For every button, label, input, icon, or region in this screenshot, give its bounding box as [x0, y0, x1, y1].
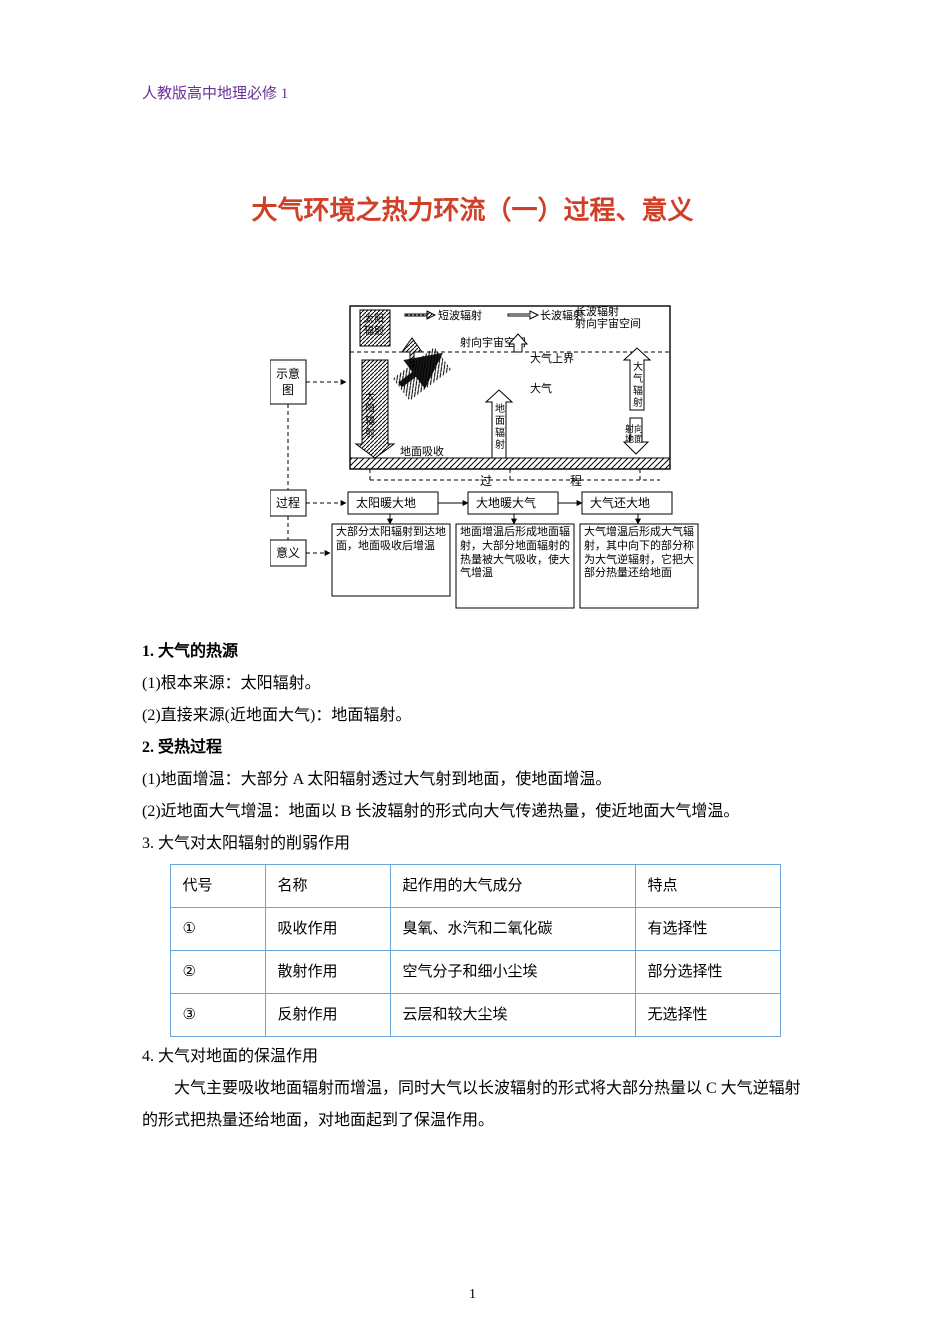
process-box-1: 太阳暖大地	[356, 495, 416, 510]
svg-text:地: 地	[495, 402, 505, 415]
page: 人教版高中地理必修 1 大气环境之热力环流（一）过程、意义	[0, 0, 945, 1337]
legend-longwave-b: 长波辐射	[575, 304, 619, 318]
cell: 云层和较大尘埃	[390, 994, 635, 1037]
label-ground-absorb: 地面吸收	[400, 444, 444, 458]
section-1-p2: (2)直接来源(近地面大气)：地面辐射。	[142, 700, 808, 732]
th-component: 起作用的大气成分	[390, 865, 635, 908]
table-row: ① 吸收作用 臭氧、水汽和二氧化碳 有选择性	[170, 908, 780, 951]
thermal-circulation-diagram: 短波辐射 长波辐射 长波辐射 射向宇宙空间 射向宇宙空间 大气上界 大气 太阳 …	[270, 300, 700, 610]
svg-text:气: 气	[633, 372, 643, 385]
ground-radiation-arrow: 地 面 辐 射	[486, 390, 512, 458]
section-4-p1: 大气主要吸收地面辐射而增温，同时大气以长波辐射的形式将大部分热量以 C 大气逆辐…	[142, 1073, 808, 1137]
th-feature: 特点	[635, 865, 780, 908]
process-lead: 过	[480, 474, 492, 488]
attenuation-table: 代号 名称 起作用的大气成分 特点 ① 吸收作用 臭氧、水汽和二氧化碳 有选择性…	[170, 864, 781, 1037]
meaning-box-3: 大气增温后形成大气辐射，其中向下的部分称为大气逆辐射，它把大部分热量还给地面	[584, 526, 696, 581]
atm-radiation-arrow: 大 气 辐 射 射向 地面	[624, 348, 650, 454]
cell: 有选择性	[635, 908, 780, 951]
section-2-p1: (1)地面增温：大部分 A 太阳辐射透过大气射到地面，使地面增温。	[142, 764, 808, 796]
cell: 臭氧、水汽和二氧化碳	[390, 908, 635, 951]
content-body: 1. 大气的热源 (1)根本来源：太阳辐射。 (2)直接来源(近地面大气)：地面…	[142, 636, 808, 1137]
svg-text:射: 射	[365, 427, 375, 439]
svg-text:太阳: 太阳	[364, 312, 384, 325]
svg-text:辐射: 辐射	[364, 324, 384, 337]
page-number: 1	[0, 1287, 945, 1303]
cell: 部分选择性	[635, 951, 780, 994]
legend-tospace: 射向宇宙空间	[575, 316, 641, 330]
svg-text:面: 面	[495, 416, 505, 427]
svg-text:射: 射	[495, 439, 505, 451]
label-atmosphere: 大气	[530, 381, 552, 395]
svg-text:辐: 辐	[495, 426, 505, 439]
sun-radiation-arrow: 太阳 辐射 太 阳 辐 射	[356, 310, 394, 458]
section-3-heading: 3. 大气对太阳辐射的削弱作用	[142, 828, 808, 860]
cell: 吸收作用	[265, 908, 390, 951]
cell: 反射作用	[265, 994, 390, 1037]
meaning-box-2: 地面增温后形成地面辐射，大部分地面辐射的热量被大气吸收，使大气增温	[460, 526, 572, 581]
svg-text:射向: 射向	[625, 423, 643, 434]
svg-text:射: 射	[633, 397, 643, 409]
side-label-meaning: 意义	[276, 545, 300, 560]
page-title: 大气环境之热力环流（一）过程、意义	[0, 190, 945, 227]
cell: 散射作用	[265, 951, 390, 994]
cell: ③	[170, 994, 265, 1037]
meaning-box-1: 大部分太阳辐射到达地面，地面吸收后增温	[336, 526, 448, 554]
svg-text:辐: 辐	[365, 414, 375, 427]
legend-shortwave: 短波辐射	[438, 308, 482, 322]
th-name: 名称	[265, 865, 390, 908]
label-atm-upper: 大气上界	[530, 351, 574, 365]
cell: ①	[170, 908, 265, 951]
svg-text:大: 大	[633, 360, 643, 373]
svg-text:辐: 辐	[633, 384, 643, 397]
svg-text:太: 太	[365, 390, 375, 403]
svg-text:阳: 阳	[365, 403, 375, 415]
cell: ②	[170, 951, 265, 994]
side-label-process: 过程	[276, 495, 300, 510]
cell: 无选择性	[635, 994, 780, 1037]
section-2-heading: 2. 受热过程	[142, 732, 808, 764]
textbook-header: 人教版高中地理必修 1	[142, 82, 288, 103]
table-row: ③ 反射作用 云层和较大尘埃 无选择性	[170, 994, 780, 1037]
section-2-p2: (2)近地面大气增温：地面以 B 长波辐射的形式向大气传递热量，使近地面大气增温…	[142, 796, 808, 828]
section-1-heading: 1. 大气的热源	[142, 636, 808, 668]
process-box-2: 大地暖大气	[476, 495, 536, 510]
side-label-diagram: 示意	[276, 366, 300, 381]
svg-text:图: 图	[282, 383, 294, 397]
table-row: ② 散射作用 空气分子和细小尘埃 部分选择性	[170, 951, 780, 994]
cell: 空气分子和细小尘埃	[390, 951, 635, 994]
section-1-p1: (1)根本来源：太阳辐射。	[142, 668, 808, 700]
table-header-row: 代号 名称 起作用的大气成分 特点	[170, 865, 780, 908]
svg-text:地面: 地面	[625, 433, 643, 444]
section-4-heading: 4. 大气对地面的保温作用	[142, 1041, 808, 1073]
process-box-3: 大气还大地	[590, 495, 650, 510]
th-code: 代号	[170, 865, 265, 908]
